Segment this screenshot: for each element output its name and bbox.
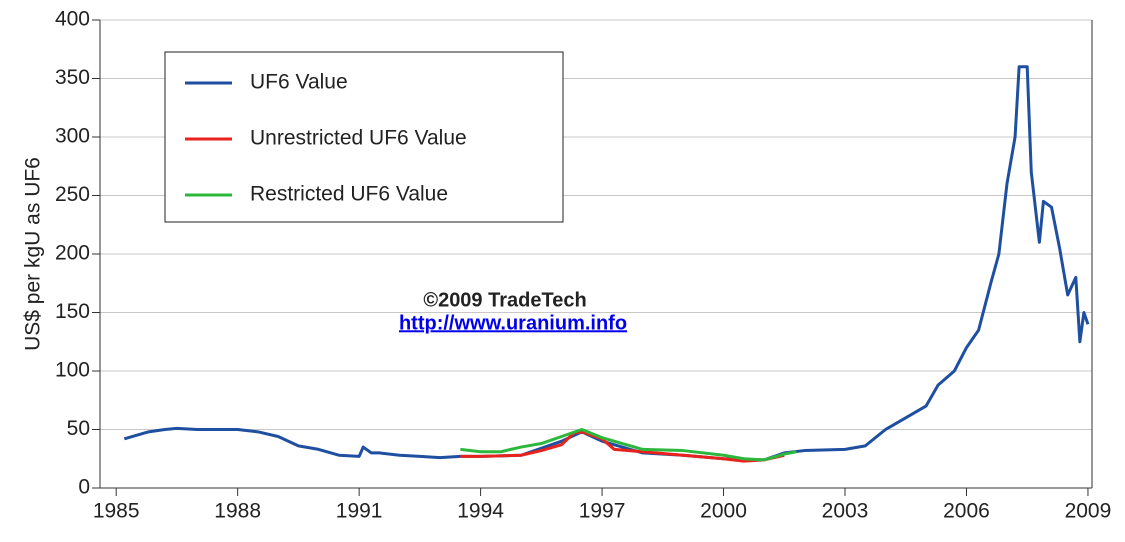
x-tick-label: 1994 [457, 500, 504, 523]
x-tick-label: 1991 [336, 500, 383, 523]
y-tick-label: 350 [55, 66, 90, 89]
y-tick-label: 100 [55, 359, 90, 382]
x-tick-label: 1985 [93, 500, 140, 523]
copyright: ©2009 TradeTech [423, 289, 586, 311]
x-tick-label: 2006 [943, 500, 990, 523]
y-tick-label: 200 [55, 242, 90, 265]
x-tick-label: 1997 [579, 500, 626, 523]
legend: UF6 Value Unrestricted UF6 Value Restricte… [164, 51, 564, 223]
y-tick-label: 150 [55, 300, 90, 323]
x-tick-label: 2003 [822, 500, 869, 523]
y-tick-label: 300 [55, 125, 90, 148]
y-tick-label: 400 [55, 8, 90, 31]
legend-label: Unrestricted UF6 Value [250, 127, 467, 150]
legend-label: Restricted UF6 Value [250, 183, 448, 206]
x-tick-label: 2009 [1065, 500, 1112, 523]
y-tick-label: 50 [67, 417, 90, 440]
legend-label: UF6 Value [250, 71, 348, 94]
y-tick-label: 0 [78, 476, 90, 499]
series-line [460, 428, 797, 462]
x-tick-label: 2000 [700, 500, 747, 523]
link[interactable]: http://www.uranium.info [399, 312, 627, 334]
x-tick-label: 1988 [214, 500, 261, 523]
y-tick-label: 250 [55, 183, 90, 206]
y-axis-label: US$ per kgU as UF6 [22, 157, 45, 351]
